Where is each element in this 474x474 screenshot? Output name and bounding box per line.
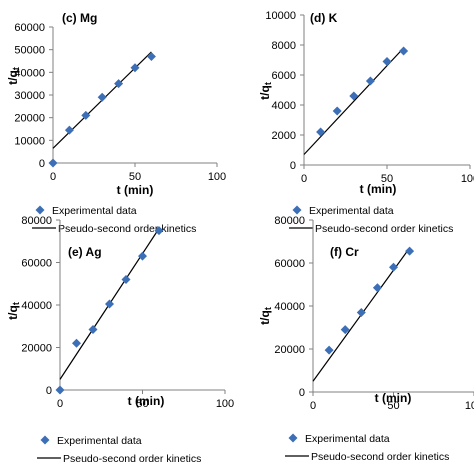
data-point [138,251,147,261]
y-tick-label: 10000 [265,10,296,22]
x-tick-label: 100 [465,400,474,412]
y-tick-label: 0 [46,385,52,397]
y-tick-label: 60000 [21,258,52,270]
data-point [97,92,107,102]
legend-label-line: Pseudo-second order kinetics [58,223,196,235]
data-point [105,299,114,309]
legend-label-line: Pseudo-second order kinetics [315,223,453,235]
data-point [340,325,350,335]
chart-panel-1: 0 10000 20000 30000 40000 50000 60000 0 50 100 (c)… [6,11,226,235]
y-tick-label: 40000 [274,301,305,313]
y-tick-label: 4000 [272,100,296,112]
x-axis-title: t (min) [128,394,165,408]
data-point [146,51,156,61]
y-tick-label: 30000 [14,90,45,102]
panel-title: (c) Mg [62,11,97,25]
legend-label-markers: Experimental data [57,435,142,447]
x-tick-label: 50 [381,173,393,185]
data-point [405,246,415,256]
y-tick-label: 80000 [21,215,52,227]
chart-panel-3: 0 20000 40000 60000 80000 0 50 100 (e) Ag t (min)… [6,215,234,465]
x-tick-label: 0 [310,400,316,412]
panel-title: (d) K [310,11,338,25]
x-axis-title: t (min) [375,391,412,405]
chart-panel-2: 0 2000 4000 6000 8000 10000 0 50 100 (d) K t (min)… [258,10,474,235]
data-point [372,283,382,293]
data-point [81,110,91,120]
data-point [154,226,164,236]
legend-marker [292,205,302,215]
y-tick-label: 60000 [274,258,305,270]
y-axis-title: t/qt [258,82,273,100]
y-axis-title: t/qt [6,302,21,320]
legend-marker [40,435,50,445]
data-point [72,338,81,348]
x-tick-label: 0 [301,173,307,185]
y-tick-label: 20000 [274,344,305,356]
y-tick-label: 0 [39,158,45,170]
y-axis-title: t/qt [258,307,273,325]
data-point [382,57,392,66]
x-axis-title: t (min) [360,182,397,196]
y-tick-label: 10000 [14,135,45,147]
data-point [121,275,131,284]
legend-label-line: Pseudo-second order kinetics [63,453,201,465]
x-tick-label: 50 [136,398,148,410]
data-point [365,76,375,86]
y-tick-label: 8000 [272,40,296,52]
data-point [316,127,326,137]
y-axis-title: t/qt [6,67,21,85]
x-tick-label: 50 [387,400,399,412]
panel-title: (f) Cr [330,245,359,259]
legend-marker [35,205,45,215]
x-tick-label: 100 [208,171,226,183]
data-point [332,106,342,116]
y-tick-label: 2000 [272,130,296,142]
y-tick-label: 50000 [14,45,45,57]
data-point [88,324,98,334]
data-point [130,63,140,73]
data-point [356,307,366,317]
x-axis-title: t (min) [117,183,154,197]
panel-title: (e) Ag [68,245,102,259]
y-tick-label: 6000 [272,70,296,82]
x-tick-label: 100 [216,398,234,410]
x-tick-label: 0 [50,171,56,183]
legend-marker [288,433,298,443]
data-point [399,46,409,56]
legend-label-markers: Experimental data [309,205,394,217]
y-tick-label: 0 [299,387,305,399]
legend-label-markers: Experimental data [305,433,390,445]
data-point [64,125,74,135]
y-tick-label: 80000 [274,215,305,227]
y-tick-label: 40000 [14,67,45,79]
y-tick-label: 20000 [14,113,45,125]
y-tick-label: 40000 [21,300,52,312]
x-tick-label: 50 [129,171,141,183]
x-tick-label: 100 [461,173,474,185]
legend-label-line: Pseudo-second order kinetics [311,451,449,463]
legend: Experimental data Pseudo-second order kin… [289,205,453,235]
data-point [324,345,334,355]
data-point [389,262,398,272]
data-point [349,91,359,101]
data-point [114,79,124,89]
chart-panel-4: 0 20000 40000 60000 80000 0 50 100 (f) Cr t (min)… [258,215,474,463]
legend-label-markers: Experimental data [52,205,137,217]
legend: Experimental data Pseudo-second order kin… [285,433,449,463]
data-point [48,158,58,168]
y-tick-label: 20000 [21,343,52,355]
y-tick-label: 60000 [14,22,45,34]
data-point [55,385,65,395]
legend: Experimental data Pseudo-second order kin… [37,435,201,465]
y-tick-label: 0 [290,160,296,172]
x-tick-label: 0 [57,398,63,410]
